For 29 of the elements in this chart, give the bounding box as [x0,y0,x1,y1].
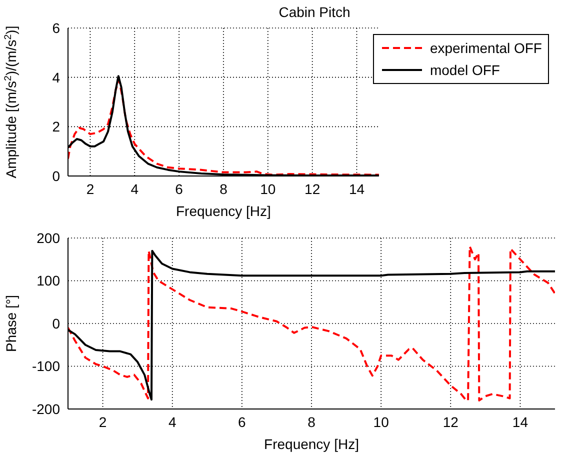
y-tick-label: 4 [52,69,60,86]
x-tick-label: 10 [373,414,390,430]
x-tick-label: 14 [512,414,528,430]
chart-title: Cabin Pitch [278,4,352,20]
x-axis-title: Frequency [Hz] [264,436,359,452]
y-tick-label: 0 [52,168,60,184]
x-tick-label: 4 [168,414,176,430]
x-tick-label: 8 [308,414,316,430]
x-tick-label: 2 [86,180,94,197]
x-tick-label: 14 [348,180,365,197]
x-tick-label: 2 [98,414,107,430]
y-tick-label: -200 [32,400,60,417]
y-tick-label: 2 [52,118,60,135]
y-tick-label: 200 [36,230,60,246]
y-tick-label: 6 [52,20,60,36]
x-tick-label: 10 [260,180,276,197]
x-axis-title: Frequency [Hz] [176,203,271,219]
y-tick-label: 100 [36,272,60,289]
x-tick-label: 4 [130,180,139,197]
y-axis-title: Phase [°] [3,295,19,352]
x-tick-label: 12 [442,414,459,430]
y-tick-label: -100 [32,358,60,374]
legend-label: model OFF [430,62,500,78]
x-tick-label: 6 [238,414,246,430]
x-tick-label: 8 [220,180,228,197]
y-tick-label: 0 [52,315,60,332]
x-tick-label: 12 [304,180,320,197]
x-tick-label: 6 [175,180,184,197]
legend-label: experimental OFF [430,40,542,56]
